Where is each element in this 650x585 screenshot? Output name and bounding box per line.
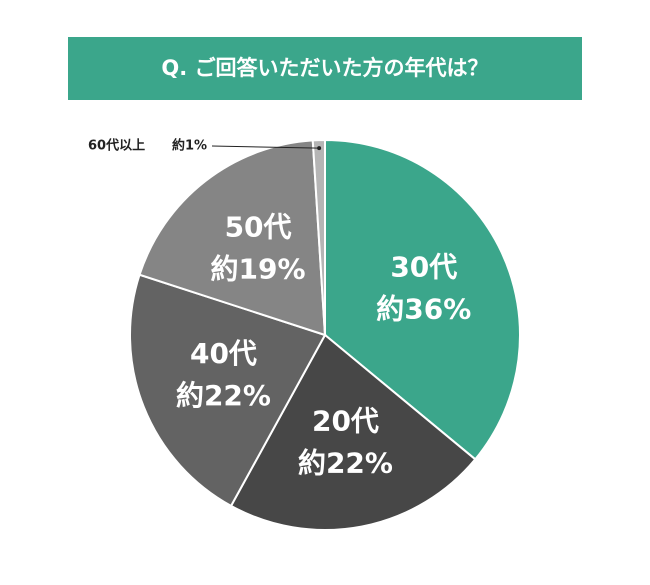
slice-value-label: 約1% <box>172 138 207 154</box>
slice-category: 50代 <box>225 211 292 244</box>
pie-slice <box>129 273 327 508</box>
chart-title: Q. ご回答いただいた方の年代は？ <box>161 56 488 80</box>
leader-dot <box>317 146 322 151</box>
title-bar <box>68 37 582 100</box>
slice-value-label: 約22% <box>298 446 393 479</box>
slice-value-label: 約22% <box>176 379 271 412</box>
slice-category: 40代 <box>190 337 257 370</box>
slice-value-label: 約19% <box>211 253 306 286</box>
pie-slice <box>138 139 327 337</box>
pie-slice <box>229 333 477 531</box>
pie-slice <box>311 138 326 336</box>
slice-category: 30代 <box>390 251 457 284</box>
slice-category: 60代以上 <box>88 138 145 154</box>
pie-slice <box>324 138 521 461</box>
slice-value-label: 約36% <box>376 293 471 326</box>
slice-category: 20代 <box>312 404 379 437</box>
leader-line <box>211 145 320 149</box>
